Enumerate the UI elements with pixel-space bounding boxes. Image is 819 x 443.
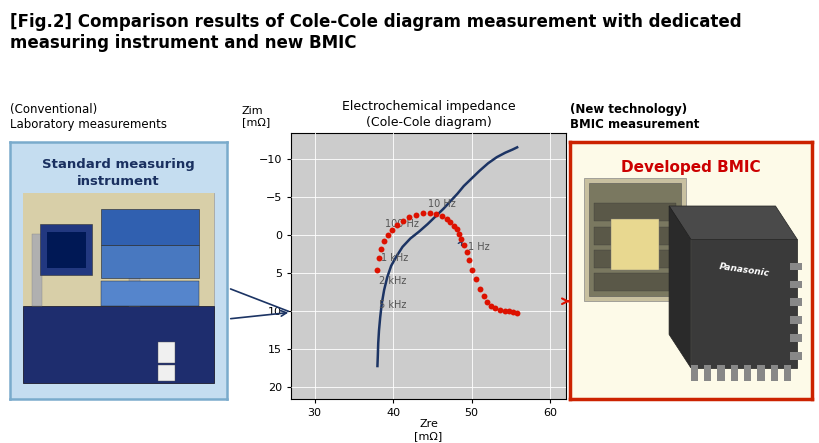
Bar xyxy=(789,334,801,342)
Bar xyxy=(584,178,686,301)
Point xyxy=(459,249,473,256)
Point xyxy=(409,211,422,218)
Point xyxy=(462,257,475,264)
Point xyxy=(455,236,468,243)
Point xyxy=(477,293,490,300)
Bar xyxy=(789,316,801,324)
Bar xyxy=(704,365,711,381)
Text: 1 Hz: 1 Hz xyxy=(467,242,489,252)
Bar xyxy=(757,365,763,381)
Point xyxy=(416,210,429,217)
Point xyxy=(381,232,394,239)
Point xyxy=(423,209,436,216)
Point xyxy=(374,245,387,253)
Bar xyxy=(23,193,214,383)
Bar xyxy=(789,280,801,288)
Text: Standard measuring
instrument: Standard measuring instrument xyxy=(42,158,195,187)
Text: [Fig.2] Comparison results of Cole-Cole diagram measurement with dedicated
measu: [Fig.2] Comparison results of Cole-Cole … xyxy=(10,13,740,52)
Text: 100 Hz: 100 Hz xyxy=(385,219,419,229)
Point xyxy=(440,215,453,222)
Title: Electrochemical impedance
(Cole-Cole diagram): Electrochemical impedance (Cole-Cole dia… xyxy=(342,100,514,129)
Text: (Conventional)
Laboratory measurements: (Conventional) Laboratory measurements xyxy=(10,103,166,131)
Point xyxy=(390,221,403,228)
Text: Developed BMIC: Developed BMIC xyxy=(620,160,760,175)
Point xyxy=(465,266,478,273)
Polygon shape xyxy=(690,239,796,368)
Bar xyxy=(157,342,174,363)
Point xyxy=(377,238,390,245)
Bar xyxy=(101,209,199,245)
Text: (New technology)
BMIC measurement: (New technology) BMIC measurement xyxy=(569,103,699,131)
Text: 5 kHz: 5 kHz xyxy=(378,300,405,310)
Bar xyxy=(47,232,86,268)
Text: Panasonic: Panasonic xyxy=(717,262,769,278)
Bar xyxy=(789,353,801,360)
Bar xyxy=(101,245,199,278)
Point xyxy=(480,299,493,306)
Bar xyxy=(589,183,681,296)
Point xyxy=(457,242,470,249)
Point xyxy=(484,303,497,310)
Text: 2 kHz: 2 kHz xyxy=(379,276,406,286)
Bar xyxy=(23,193,214,309)
Polygon shape xyxy=(668,206,796,239)
Polygon shape xyxy=(668,206,690,368)
Text: 1 kHz: 1 kHz xyxy=(381,253,408,263)
Point xyxy=(497,307,510,314)
Bar xyxy=(770,365,777,381)
Point xyxy=(372,255,385,262)
Bar xyxy=(789,299,801,306)
Bar xyxy=(157,365,174,381)
Point xyxy=(450,226,463,233)
Point xyxy=(429,210,442,218)
Point xyxy=(510,309,523,316)
Point xyxy=(396,218,409,225)
Bar xyxy=(23,306,214,383)
Bar xyxy=(101,280,199,306)
Point xyxy=(402,214,415,221)
X-axis label: Zre
[mΩ]: Zre [mΩ] xyxy=(414,419,442,441)
Bar xyxy=(690,365,697,381)
Bar xyxy=(593,226,676,245)
Bar xyxy=(783,365,790,381)
Point xyxy=(385,226,398,233)
Bar xyxy=(610,219,658,270)
Bar xyxy=(593,273,676,291)
Point xyxy=(447,222,460,229)
Point xyxy=(452,230,465,237)
Bar xyxy=(743,365,750,381)
Bar xyxy=(593,203,676,222)
Point xyxy=(502,308,515,315)
Point xyxy=(493,306,506,313)
Bar xyxy=(129,234,140,306)
Point xyxy=(435,212,448,219)
Point xyxy=(473,285,486,292)
Text: Zim
[mΩ]: Zim [mΩ] xyxy=(242,106,269,128)
Bar xyxy=(593,250,676,268)
Text: 10 Hz: 10 Hz xyxy=(428,198,455,209)
Bar xyxy=(789,263,801,270)
Point xyxy=(506,309,519,316)
Bar xyxy=(717,365,724,381)
Bar xyxy=(40,224,93,276)
Point xyxy=(468,276,482,283)
Point xyxy=(443,218,456,225)
Point xyxy=(370,266,383,273)
Point xyxy=(488,305,501,312)
Bar xyxy=(32,234,43,306)
Bar xyxy=(730,365,737,381)
